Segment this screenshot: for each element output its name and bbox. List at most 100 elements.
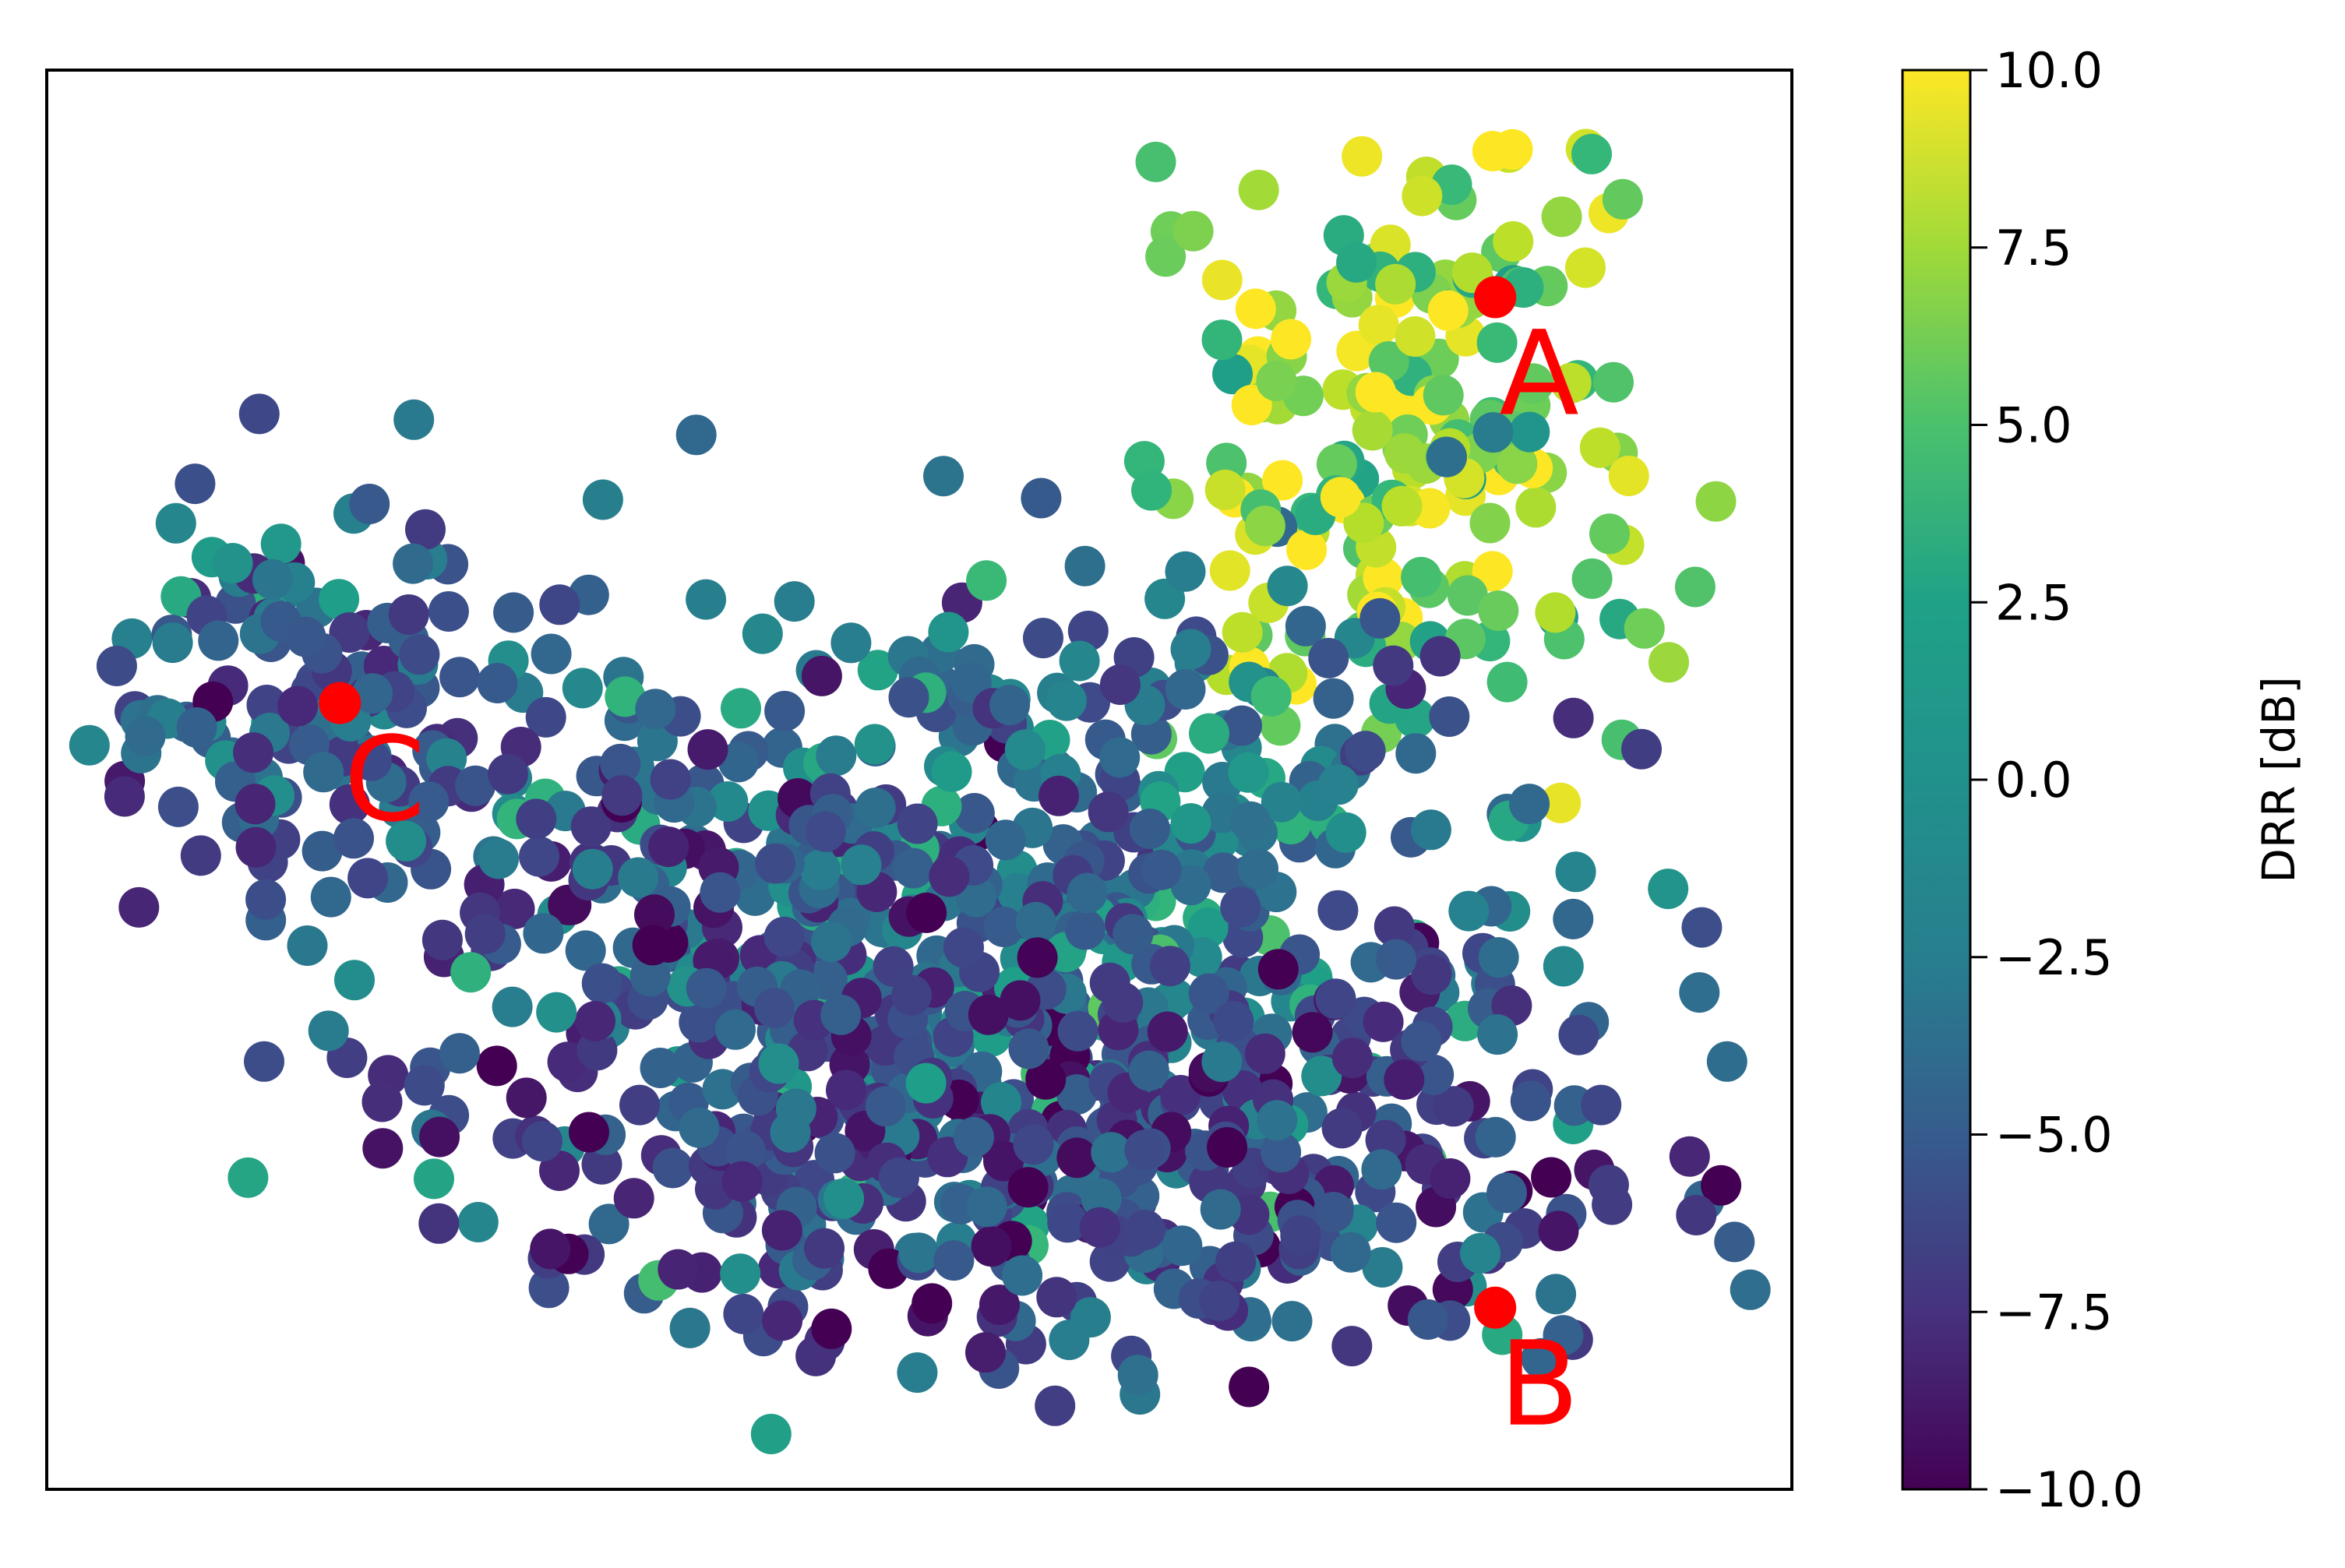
- scatter-point: [1325, 812, 1366, 853]
- scatter-point: [1035, 1385, 1076, 1426]
- scatter-point: [841, 844, 882, 886]
- scatter-point: [238, 393, 280, 435]
- scatter-point: [319, 579, 360, 620]
- scatter-point: [1538, 1210, 1579, 1252]
- scatter-point: [1486, 1172, 1527, 1214]
- scatter-point: [455, 765, 496, 806]
- scatter-point: [1558, 1014, 1599, 1055]
- scatter-point: [742, 613, 783, 654]
- scatter-point: [928, 611, 969, 653]
- colorbar-tick-label: 2.5: [1995, 574, 2072, 631]
- scatter-point: [801, 655, 842, 696]
- scatter-point: [1088, 791, 1129, 833]
- scatter-point: [1469, 502, 1511, 544]
- scatter-point: [1199, 1281, 1240, 1321]
- scatter-point: [1170, 629, 1211, 670]
- scatter-point: [155, 502, 196, 544]
- scatter-point: [1433, 1086, 1474, 1127]
- scatter-point: [349, 484, 390, 524]
- scatter-point: [1588, 1165, 1629, 1206]
- scatter-point: [1316, 443, 1357, 484]
- scatter-point: [1000, 980, 1041, 1021]
- scatter-point: [476, 1045, 517, 1087]
- scatter-point: [1336, 241, 1377, 283]
- scatter-point: [1046, 680, 1087, 721]
- scatter-point: [1271, 1301, 1313, 1342]
- scatter-point: [758, 1043, 799, 1084]
- scatter-point: [1589, 513, 1630, 555]
- scatter-point: [244, 1041, 284, 1082]
- scatter-point: [1228, 752, 1269, 793]
- scatter-point: [1170, 803, 1211, 844]
- scatter-point: [361, 1081, 403, 1122]
- scatter-point: [1376, 939, 1417, 980]
- scatter-point: [393, 543, 434, 584]
- scatter-point: [1472, 412, 1514, 453]
- scatter-point: [775, 1088, 816, 1129]
- scatter-point: [1056, 1074, 1098, 1115]
- scatter-point: [954, 1117, 994, 1158]
- scatter-point: [1359, 597, 1401, 639]
- scatter-point: [421, 919, 463, 960]
- colorbar-tick-label: −10.0: [1995, 1461, 2143, 1518]
- scatter-point: [386, 820, 427, 862]
- scatter-point: [854, 724, 895, 765]
- scatter-point: [1220, 886, 1261, 928]
- scatter-point: [404, 1065, 445, 1106]
- scatter-point: [891, 974, 932, 1016]
- scatter-point: [1013, 1124, 1054, 1165]
- scatter-point: [528, 1267, 570, 1309]
- scatter-point: [1017, 937, 1058, 978]
- scatter-point: [1543, 946, 1584, 987]
- scatter-point: [252, 558, 293, 600]
- scatter-point: [1099, 664, 1141, 705]
- scatter-point: [826, 1069, 866, 1111]
- scatter-point: [516, 798, 557, 840]
- scatter-point: [1320, 477, 1361, 518]
- scatter-point: [650, 759, 691, 800]
- scatter-point: [1376, 1202, 1417, 1243]
- scatter-point: [1244, 1033, 1285, 1074]
- scatter-point: [523, 913, 564, 954]
- colorbar-tick-label: 5.0: [1995, 397, 2072, 454]
- scatter-point: [1579, 427, 1620, 468]
- scatter-point: [522, 1121, 562, 1162]
- scatter-point: [287, 925, 328, 966]
- scatter-point: [310, 876, 351, 918]
- scatter-point: [804, 1228, 845, 1269]
- scatter-point: [1099, 737, 1141, 778]
- scatter-point: [658, 1249, 699, 1290]
- scatter-point: [912, 1283, 953, 1324]
- scatter-point: [613, 1178, 654, 1219]
- scatter-point: [1145, 236, 1187, 277]
- scatter-point: [1331, 1038, 1373, 1079]
- scatter-point: [450, 952, 492, 993]
- scatter-point: [816, 735, 857, 777]
- scatter-point: [1008, 1028, 1049, 1069]
- scatter-point: [530, 1228, 571, 1270]
- scatter-point: [985, 819, 1026, 861]
- scatter-point: [1608, 456, 1649, 496]
- scatter-point: [1038, 775, 1079, 816]
- scatter-point: [1476, 322, 1518, 363]
- scatter-point: [1149, 946, 1190, 987]
- scatter-point: [1188, 973, 1229, 1014]
- scatter-point: [531, 633, 572, 675]
- scatter-point: [581, 963, 622, 1004]
- scatter-point: [1565, 247, 1606, 288]
- highlight-label-b: B: [1499, 1317, 1579, 1453]
- scatter-point: [1079, 1207, 1120, 1248]
- scatter-point: [399, 634, 440, 675]
- scatter-point: [1117, 1355, 1158, 1396]
- scatter-point: [1509, 411, 1550, 453]
- scatter-point: [493, 592, 534, 633]
- scatter-point: [519, 836, 559, 877]
- scatter-point: [1064, 909, 1106, 950]
- scatter-points: [69, 129, 1771, 1454]
- scatter-point: [581, 1143, 622, 1185]
- scatter-point: [1714, 1221, 1755, 1263]
- scatter-point: [1212, 354, 1253, 395]
- scatter-point: [1355, 372, 1396, 413]
- scatter-point: [669, 1307, 711, 1348]
